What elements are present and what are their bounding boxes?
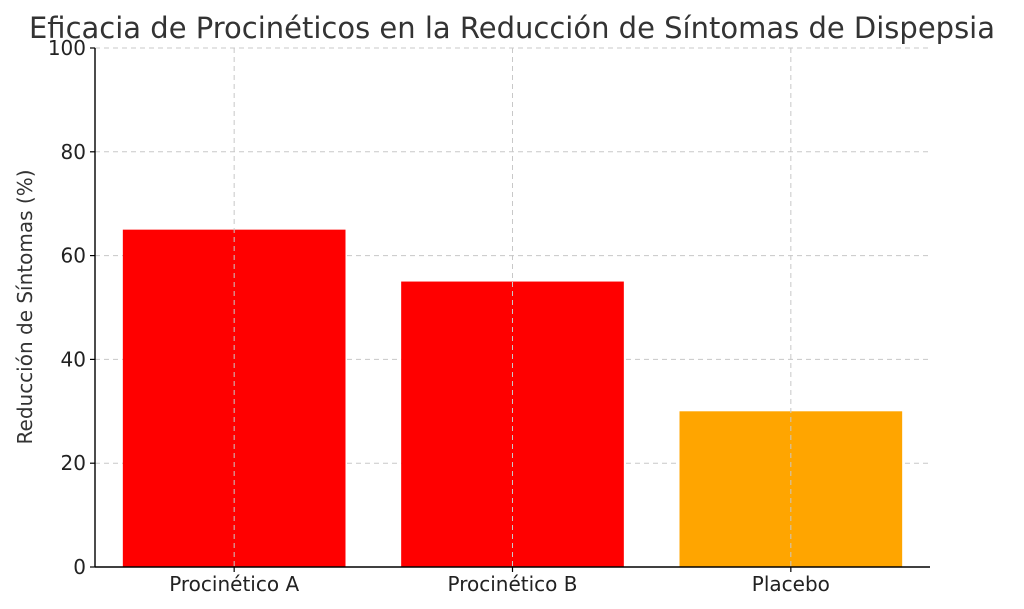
vertical-grid-lines: [233, 48, 792, 567]
y-axis-label: Reducción de Síntomas (%): [13, 170, 37, 445]
axes: [90, 47, 930, 572]
y-tick-label: 20: [61, 451, 86, 475]
x-tick-labels: Procinético A Procinético B Placebo: [169, 572, 830, 596]
y-tick-label: 60: [61, 244, 86, 268]
x-tick-label: Procinético B: [448, 572, 578, 596]
y-tick-labels: 0 20 40 60 80 100: [48, 36, 86, 579]
y-tick-label: 100: [48, 36, 86, 60]
y-tick-label: 40: [61, 347, 86, 371]
chart-title: Eficacia de Procinéticos en la Reducción…: [29, 11, 995, 45]
x-tick-label: Placebo: [752, 572, 830, 596]
y-tick-label: 0: [73, 555, 86, 579]
y-tick-label: 80: [61, 140, 86, 164]
bar-procin-tico-b: [401, 281, 624, 567]
x-tick-label: Procinético A: [169, 572, 299, 596]
